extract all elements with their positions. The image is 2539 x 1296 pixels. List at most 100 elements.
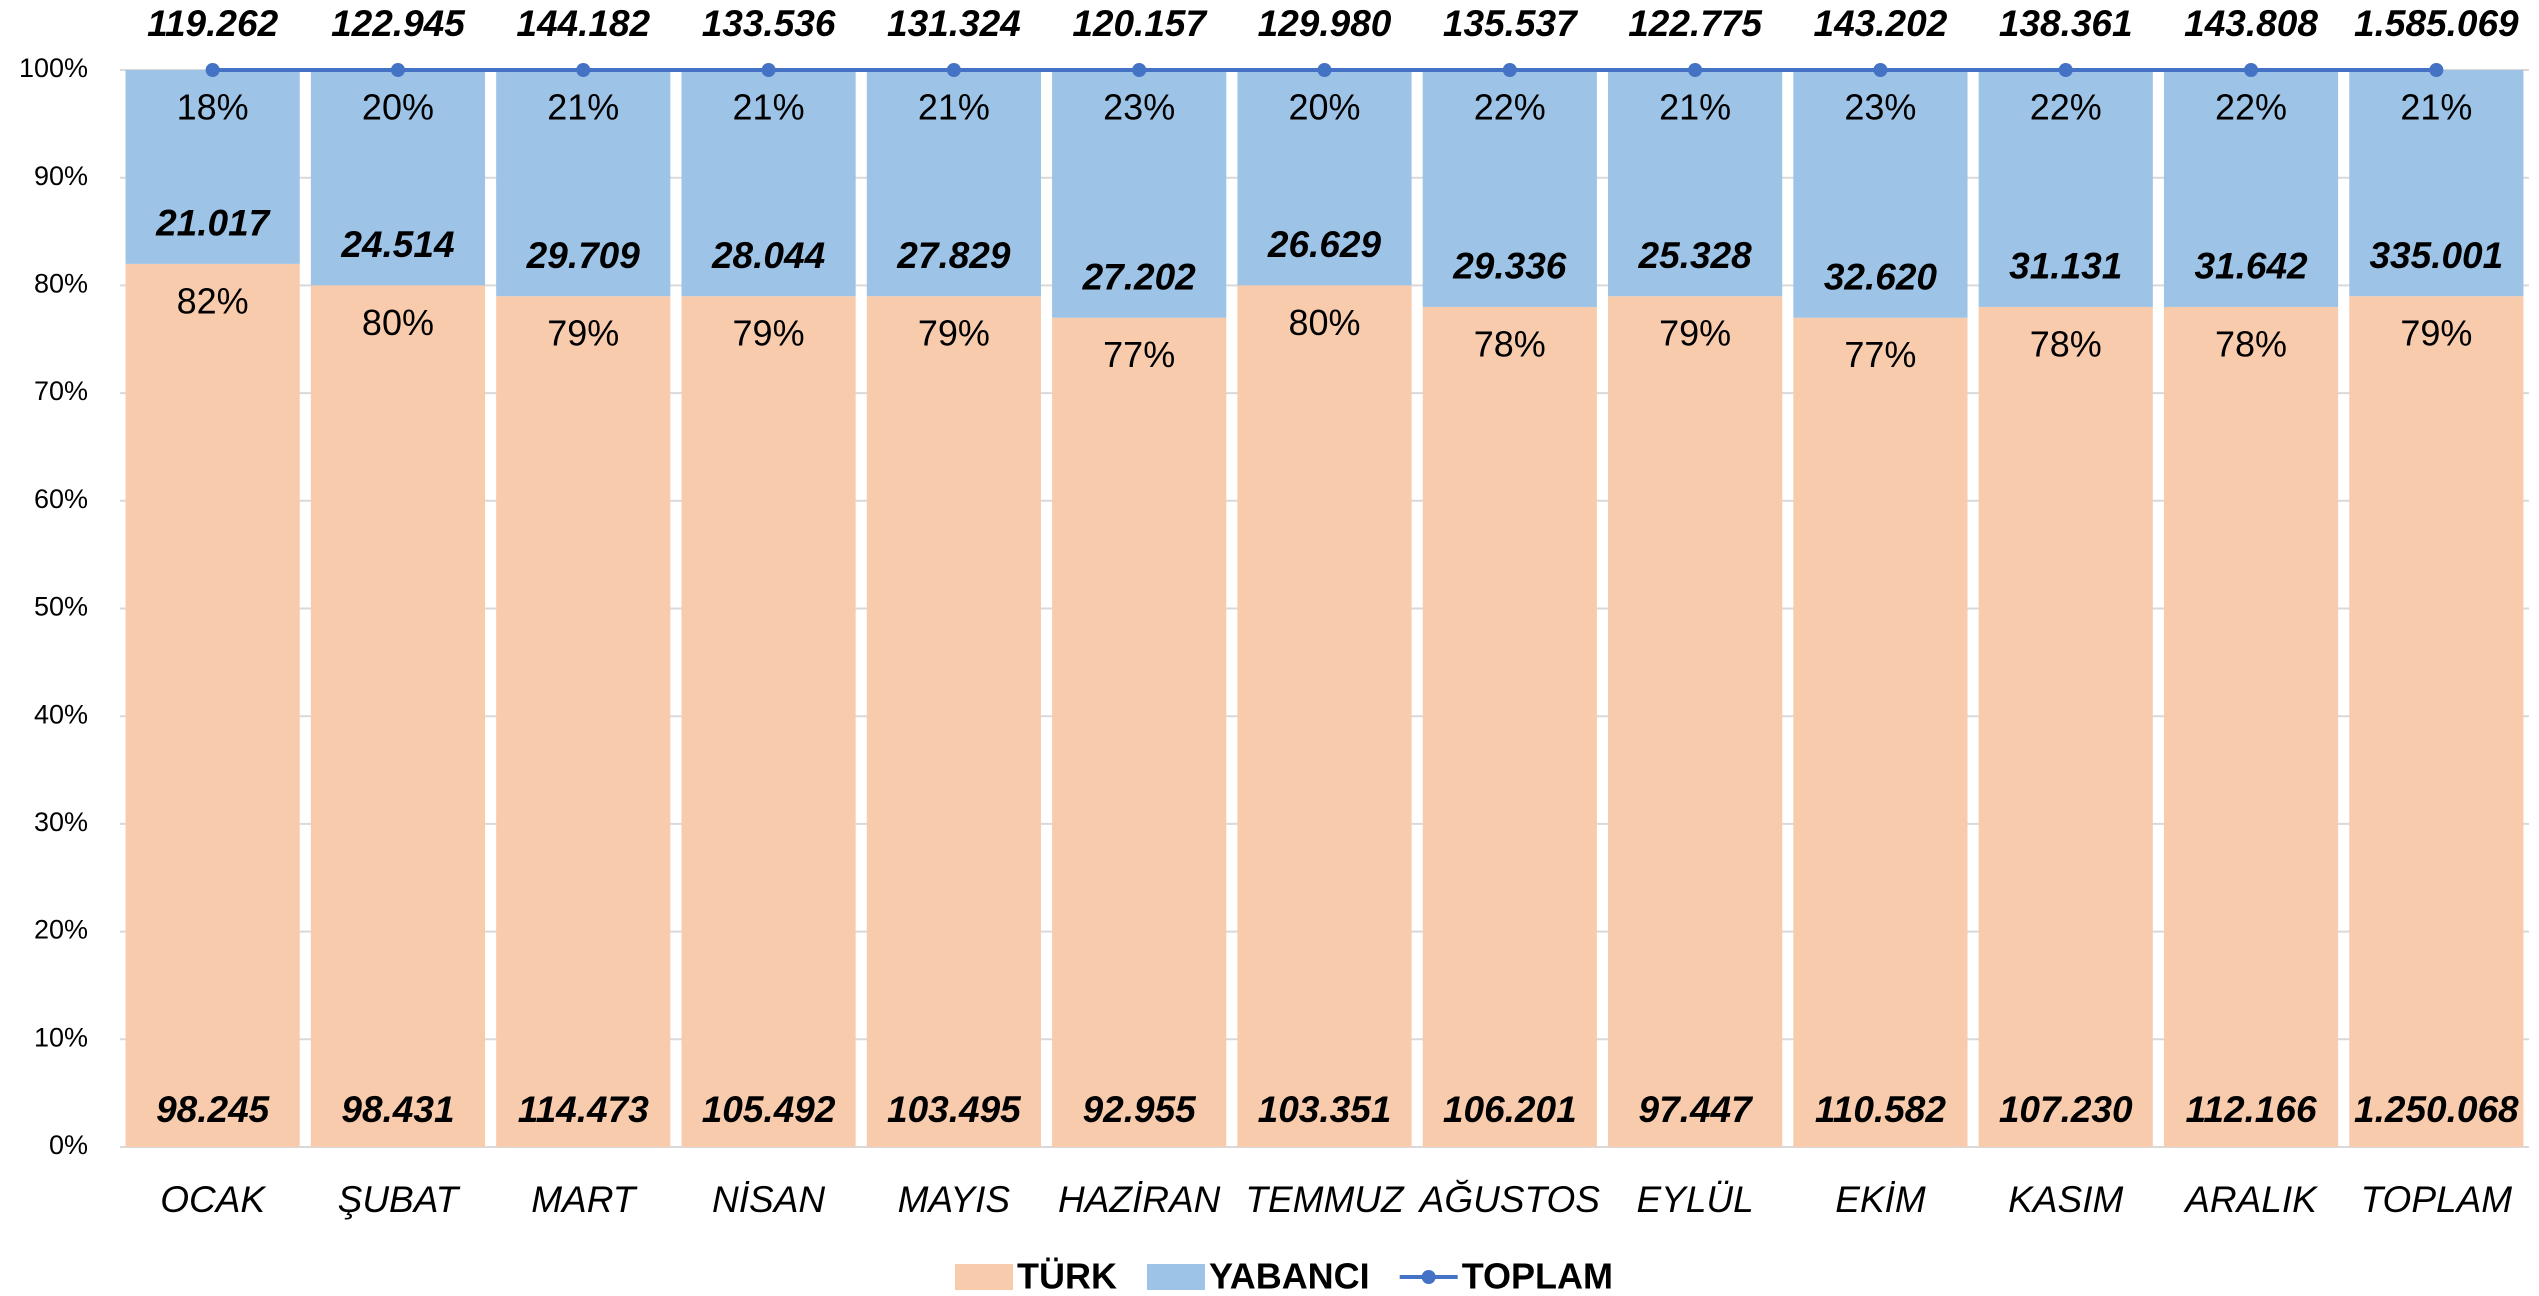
bar-segment bbox=[1422, 70, 1597, 307]
y-tick-label: 50% bbox=[34, 592, 88, 622]
total-label: 144.182 bbox=[516, 3, 650, 44]
bar-segment bbox=[1052, 317, 1227, 1148]
legend-label: TÜRK bbox=[1017, 1256, 1117, 1296]
bar-segment bbox=[1793, 70, 1968, 318]
bar-segment bbox=[1052, 70, 1227, 318]
count-label: 107.230 bbox=[1999, 1089, 2133, 1130]
legend-label: TOPLAM bbox=[1462, 1256, 1613, 1296]
legend-swatch bbox=[955, 1264, 1013, 1290]
percent-label: 78% bbox=[1474, 323, 1546, 364]
percent-label: 79% bbox=[733, 313, 805, 354]
x-tick-label: HAZİRAN bbox=[1058, 1179, 1221, 1220]
line-point bbox=[2429, 63, 2444, 77]
count-label: 27.829 bbox=[896, 235, 1011, 276]
y-tick-label: 80% bbox=[34, 269, 88, 299]
count-label: 110.582 bbox=[1815, 1089, 1946, 1130]
bar-segment bbox=[125, 70, 300, 264]
bar-segment bbox=[2349, 70, 2524, 297]
count-label: 98.431 bbox=[341, 1089, 454, 1130]
percent-label: 78% bbox=[2030, 323, 2102, 364]
legend-swatch bbox=[1146, 1264, 1205, 1290]
total-label: 143.808 bbox=[2184, 3, 2318, 44]
percent-label: 77% bbox=[1844, 334, 1916, 375]
count-label: 27.202 bbox=[1082, 256, 1197, 297]
y-tick-label: 70% bbox=[34, 376, 88, 406]
count-label: 31.642 bbox=[2194, 246, 2308, 287]
count-label: 98.245 bbox=[156, 1089, 271, 1130]
percent-label: 22% bbox=[2030, 87, 2102, 128]
total-label: 122.775 bbox=[1628, 3, 1763, 44]
line-point bbox=[1132, 63, 1147, 77]
count-label: 97.447 bbox=[1639, 1089, 1755, 1130]
percent-label: 20% bbox=[362, 87, 434, 128]
total-label: 138.361 bbox=[1999, 3, 2133, 44]
bar-segment bbox=[1793, 317, 1968, 1148]
percent-label: 21% bbox=[1659, 87, 1731, 128]
count-label: 335.001 bbox=[2369, 235, 2503, 276]
line-point bbox=[1688, 63, 1703, 77]
line-point bbox=[946, 63, 961, 77]
count-label: 25.328 bbox=[1638, 235, 1753, 276]
count-label: 26.629 bbox=[1267, 224, 1382, 265]
percent-label: 21% bbox=[2400, 87, 2472, 128]
x-tick-label: TEMMUZ bbox=[1245, 1179, 1405, 1220]
percent-label: 79% bbox=[547, 313, 619, 354]
bar-segment bbox=[2163, 70, 2339, 307]
count-label: 31.131 bbox=[2009, 246, 2122, 287]
count-label: 114.473 bbox=[518, 1089, 649, 1130]
line-point bbox=[2058, 63, 2073, 77]
line-point bbox=[390, 63, 405, 77]
count-label: 1.250.068 bbox=[2354, 1089, 2519, 1130]
percent-label: 21% bbox=[918, 87, 990, 128]
percent-label: 79% bbox=[918, 313, 990, 354]
y-tick-label: 100% bbox=[19, 53, 88, 83]
total-label: 1.585.069 bbox=[2354, 3, 2519, 44]
count-label: 21.017 bbox=[155, 203, 272, 244]
x-tick-label: NİSAN bbox=[712, 1179, 825, 1220]
bar-segment bbox=[866, 296, 1041, 1147]
total-label: 119.262 bbox=[147, 3, 278, 44]
bar-segment bbox=[1237, 70, 1412, 286]
percent-label: 23% bbox=[1844, 87, 1916, 128]
total-label: 131.324 bbox=[887, 3, 1021, 44]
count-label: 24.514 bbox=[340, 224, 454, 265]
x-tick-label: KASIM bbox=[2008, 1179, 2123, 1220]
bar-segment bbox=[1978, 306, 2153, 1147]
y-tick-label: 20% bbox=[34, 915, 88, 945]
x-tick-label: OCAK bbox=[160, 1179, 267, 1220]
percent-label: 80% bbox=[1288, 302, 1360, 343]
bar-segment bbox=[2349, 296, 2524, 1147]
count-label: 29.336 bbox=[1452, 246, 1567, 287]
x-tick-label: TOPLAM bbox=[2361, 1179, 2513, 1220]
bar-segment bbox=[310, 285, 486, 1147]
total-label: 122.945 bbox=[331, 3, 466, 44]
legend-swatch bbox=[1421, 1270, 1436, 1284]
x-tick-label: MAYIS bbox=[898, 1179, 1011, 1220]
x-tick-label: MART bbox=[531, 1179, 638, 1220]
line-point bbox=[1317, 63, 1332, 77]
bar-segment bbox=[310, 70, 486, 286]
count-label: 29.709 bbox=[526, 235, 641, 276]
y-tick-label: 60% bbox=[34, 484, 88, 514]
x-tick-label: EYLÜL bbox=[1636, 1179, 1753, 1220]
bar-segment bbox=[866, 70, 1041, 297]
bar-segment bbox=[1422, 306, 1597, 1147]
total-label: 143.202 bbox=[1814, 3, 1948, 44]
total-label: 135.537 bbox=[1443, 3, 1579, 44]
percent-label: 79% bbox=[1659, 313, 1731, 354]
x-tick-label: AĞUSTOS bbox=[1418, 1179, 1601, 1220]
line-point bbox=[1502, 63, 1517, 77]
line-point bbox=[1873, 63, 1888, 77]
x-tick-label: ARALIK bbox=[2183, 1179, 2319, 1220]
line-point bbox=[2244, 63, 2259, 77]
legend-label: YABANCI bbox=[1209, 1256, 1370, 1296]
percent-label: 21% bbox=[547, 87, 619, 128]
percent-label: 18% bbox=[177, 87, 249, 128]
count-label: 112.166 bbox=[2186, 1089, 2317, 1130]
total-label: 120.157 bbox=[1072, 3, 1208, 44]
bar-segment bbox=[1237, 285, 1412, 1147]
bar-segment bbox=[1978, 70, 2153, 307]
y-tick-label: 90% bbox=[34, 161, 88, 191]
line-point bbox=[205, 63, 220, 77]
